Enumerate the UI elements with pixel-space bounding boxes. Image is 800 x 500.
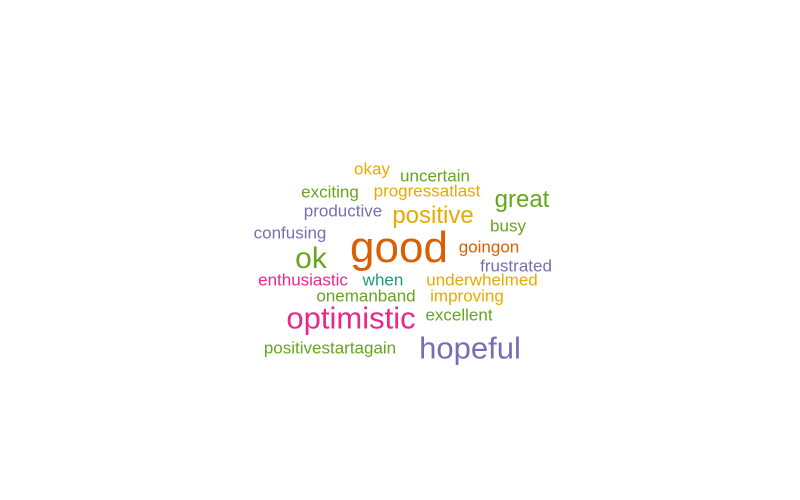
word-okay: okay <box>354 159 390 179</box>
word-confusing: confusing <box>253 223 327 243</box>
word-uncertain: uncertain <box>400 166 470 186</box>
word-enthusiastic: enthusiastic <box>258 270 348 290</box>
word-goingon: goingon <box>458 237 520 257</box>
word-great: great <box>494 186 550 213</box>
word-underwhelmed: underwhelmed <box>426 270 538 290</box>
word-improving: improving <box>430 286 504 306</box>
word-busy: busy <box>490 216 526 236</box>
word-positivestartagain: positivestartagain <box>263 338 397 358</box>
word-optimistic: optimistic <box>286 300 416 336</box>
word-progressatlast: progressatlast <box>373 181 481 201</box>
word-when: when <box>362 270 404 290</box>
word-hopeful: hopeful <box>419 330 521 366</box>
word-frustrated: frustrated <box>480 256 552 276</box>
word-good: good <box>350 223 448 272</box>
word-exciting: exciting <box>301 182 359 202</box>
word-excellent: excellent <box>425 305 493 325</box>
word-onemanband: onemanband <box>316 286 416 306</box>
word-ok: ok <box>295 242 327 275</box>
word-productive: productive <box>303 201 383 221</box>
word-positive: positive <box>392 202 474 229</box>
